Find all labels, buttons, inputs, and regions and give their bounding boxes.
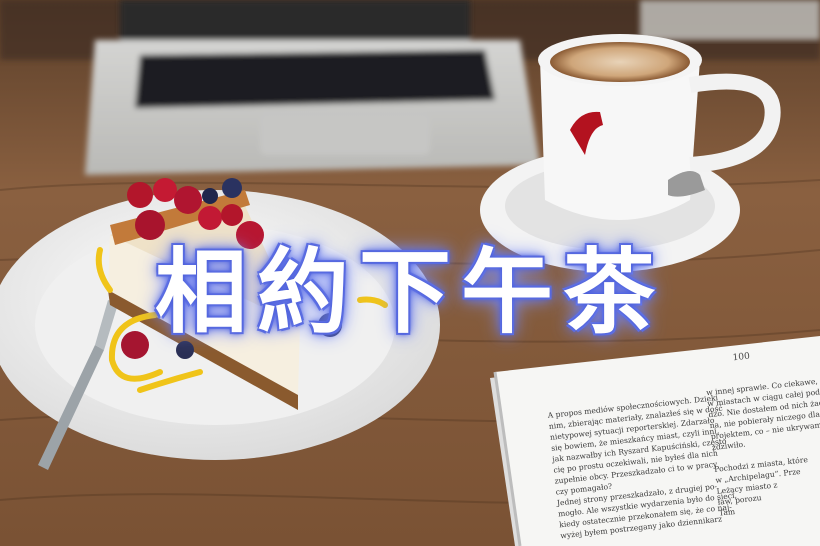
lemon-zest	[95, 247, 388, 393]
book-page-number: 100	[732, 352, 750, 364]
coffee-cup	[480, 34, 781, 272]
laptop	[85, 0, 540, 175]
open-book	[490, 336, 820, 546]
book-text-line: zdziwiło.	[712, 440, 746, 452]
berries	[121, 178, 342, 359]
book-text-line: Tam	[718, 507, 735, 518]
fork	[38, 300, 118, 470]
headline-title: 相約下午茶	[154, 239, 665, 346]
